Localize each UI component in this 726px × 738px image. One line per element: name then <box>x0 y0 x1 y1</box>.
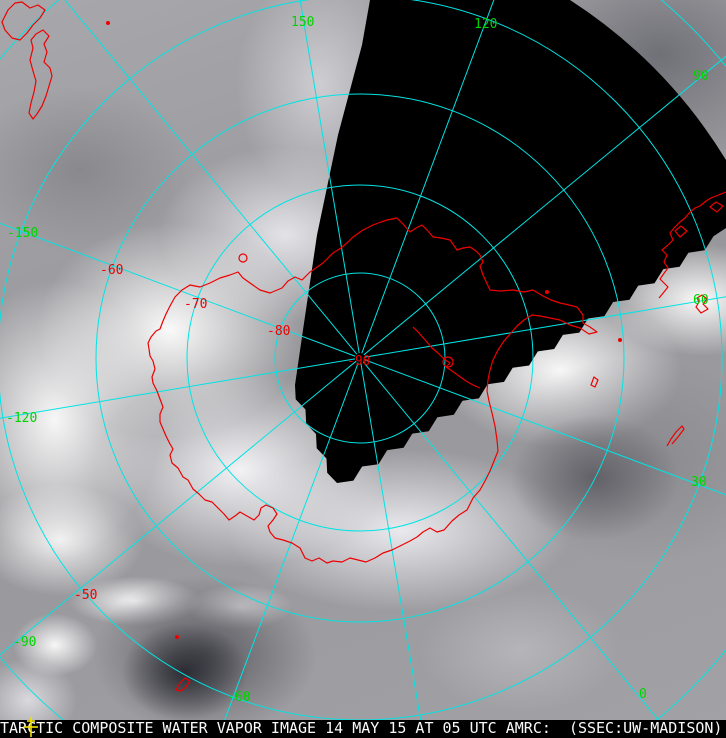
coastline-dot <box>545 290 549 294</box>
latitude-label--60: -60 <box>100 263 123 278</box>
coastline-island <box>709 201 724 213</box>
meridian-line <box>363 55 726 356</box>
meridian-line <box>217 362 359 738</box>
coastline-island <box>695 294 709 314</box>
latitude-circle--60 <box>95 93 625 623</box>
coastline-ring <box>238 253 248 263</box>
meridian-line <box>0 358 356 419</box>
latitude-label--70: -70 <box>184 297 207 312</box>
latitude-label--90: -90 <box>347 354 370 369</box>
longitude-label-90: 90 <box>693 69 709 84</box>
meridian-line <box>360 362 425 738</box>
coastline-antarctic-peninsula <box>658 191 726 299</box>
latitude-circle--70 <box>186 184 534 532</box>
meridian-line <box>0 360 357 656</box>
coastline-dot <box>175 635 179 639</box>
meridian-line <box>364 296 726 358</box>
longitude-label-120: 120 <box>474 17 497 32</box>
longitude-label--150: -150 <box>7 226 38 241</box>
coastline-island <box>590 376 599 388</box>
coastline-amery-region <box>412 326 481 389</box>
longitude-label--120: -120 <box>6 411 37 426</box>
caption-text: TARCTIC COMPOSITE WATER VAPOR IMAGE 14 M… <box>0 719 723 737</box>
coastline-island <box>674 225 688 238</box>
coastline-island <box>1 1 46 41</box>
cursor-marker[interactable] <box>21 716 41 738</box>
coastline-dot <box>106 21 110 25</box>
latitude-label--50: -50 <box>74 588 97 603</box>
longitude-label-60: 60 <box>693 293 709 308</box>
longitude-label--90: -90 <box>13 635 36 650</box>
missing-data-sector <box>295 0 726 483</box>
meridian-line <box>364 359 726 496</box>
longitude-label--60: -60 <box>227 690 250 705</box>
coastline-ring <box>442 356 454 368</box>
longitude-label-150: 150 <box>291 15 314 30</box>
meridian-line <box>0 222 356 357</box>
meridian-line <box>362 361 674 738</box>
meridian-line <box>299 0 360 354</box>
latitude-label--80: -80 <box>267 324 290 339</box>
coastline-antarctica <box>147 217 598 564</box>
coastline-dot <box>618 338 622 342</box>
longitude-label-0: 0 <box>639 687 647 702</box>
coastline-island <box>666 425 685 447</box>
coastline-island <box>28 29 53 120</box>
longitude-label-30: 30 <box>691 475 707 490</box>
coastline-island <box>175 677 191 692</box>
caption-bar: TARCTIC COMPOSITE WATER VAPOR IMAGE 14 M… <box>0 719 726 738</box>
meridian-line <box>361 0 495 354</box>
meridian-line <box>64 0 358 355</box>
